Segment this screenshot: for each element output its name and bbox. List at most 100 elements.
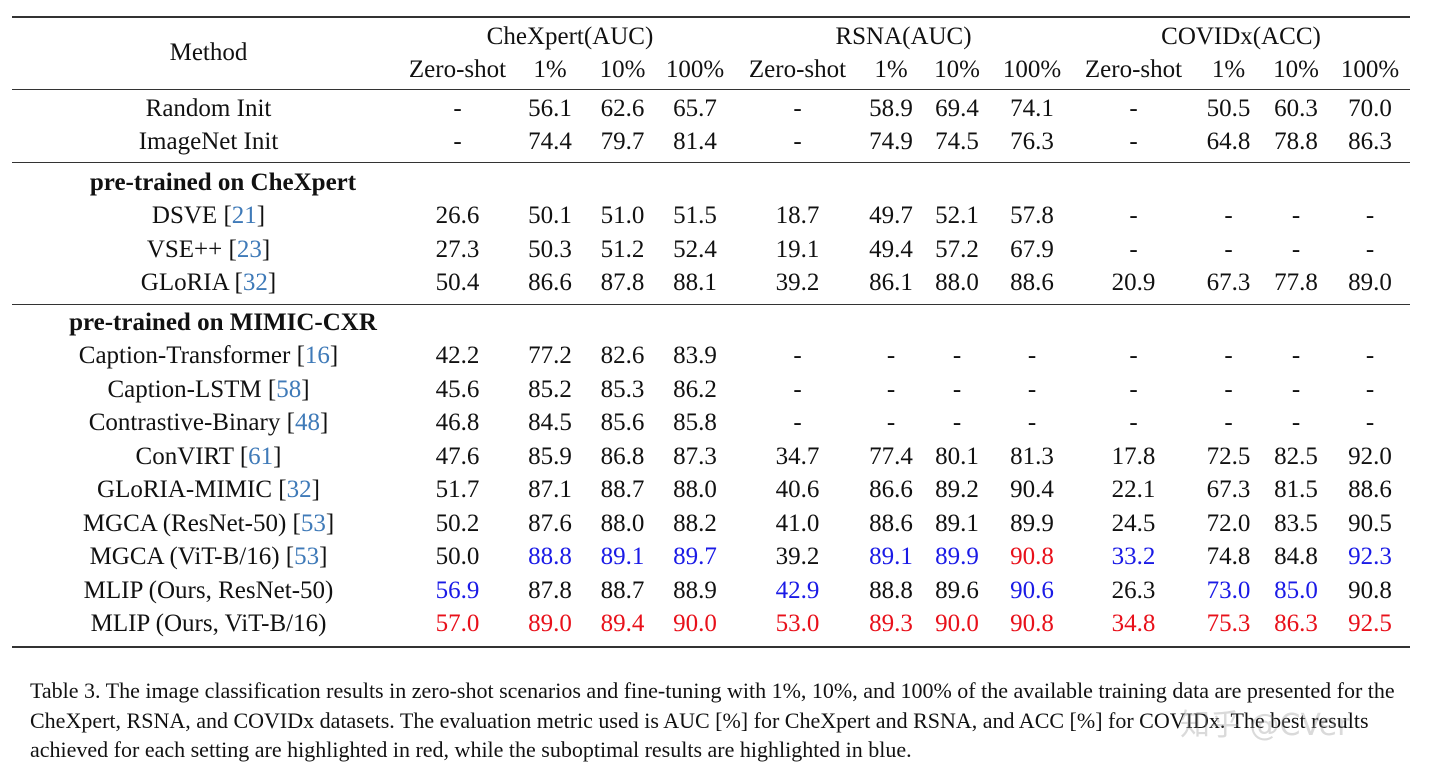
table-cell: 87.1 — [528, 476, 572, 504]
subheader: Zero-shot — [748, 55, 847, 83]
table-cell: - — [1129, 235, 1138, 263]
citation-link[interactable]: 32 — [242, 269, 268, 297]
table-cell: 87.8 — [600, 269, 645, 297]
table-cell: 46.8 — [435, 409, 480, 437]
table-cell: 56.1 — [528, 94, 572, 122]
table-cell: 87.6 — [528, 509, 572, 537]
table-cell: - — [1365, 342, 1375, 370]
table-cell: 89.7 — [673, 543, 717, 571]
method-name: VSE++ [23] — [146, 235, 271, 263]
table-cell: 80.1 — [935, 442, 979, 470]
table-cell: 90.5 — [1348, 509, 1392, 537]
citation-link[interactable]: 32 — [286, 476, 312, 504]
table-cell: 89.2 — [935, 476, 979, 504]
subheader: 1% — [533, 55, 567, 83]
table-row: MLIP (Ours, ViT-B/16) 57.0 89.0 89.4 90.0 53.… — [12, 608, 1410, 642]
table-cell: 85.0 — [1274, 576, 1318, 604]
table-cell: 89.1 — [869, 543, 913, 571]
table-cell: 88.6 — [1348, 476, 1392, 504]
citation-link[interactable]: 48 — [294, 409, 320, 437]
table-cell: - — [793, 342, 802, 370]
table-cell: 86.8 — [600, 442, 645, 470]
table-cell: 50.2 — [435, 509, 480, 537]
table-cell: 77.8 — [1274, 269, 1318, 297]
citation-link[interactable]: 53 — [294, 543, 320, 571]
table-cell: 26.6 — [435, 202, 480, 230]
table-cell: 87.8 — [528, 576, 572, 604]
table-cell: - — [1365, 235, 1375, 263]
top-rule — [12, 16, 1410, 18]
table-cell: 88.7 — [600, 476, 645, 504]
table-cell: 69.4 — [935, 94, 979, 122]
table-cell: 86.3 — [1274, 610, 1318, 638]
table-cell: 50.3 — [528, 235, 572, 263]
bottom-rule — [12, 646, 1410, 648]
table-cell: 88.8 — [869, 576, 913, 604]
table-cell: - — [1027, 409, 1037, 437]
citation-link[interactable]: 21 — [231, 202, 257, 230]
table-cell: 57.2 — [935, 235, 979, 263]
table-row: GLoRIA [32] 50.4 86.6 87.8 88.1 39.2 86.1 88.0 8… — [12, 267, 1410, 301]
table-cell: 82.5 — [1274, 442, 1318, 470]
method-name: Caption-LSTM [58] — [107, 375, 310, 403]
table-cell: - — [952, 375, 962, 403]
table-cell: 53.0 — [775, 610, 820, 638]
subheader: 1% — [1211, 55, 1246, 83]
table-cell: 72.5 — [1206, 442, 1251, 470]
method-name: ImageNet Init — [12, 128, 405, 156]
table-cell: 85.8 — [673, 409, 717, 437]
subheader: 100% — [665, 55, 725, 83]
table-cell: 90.0 — [935, 610, 979, 638]
method-name: GLoRIA [32] — [140, 269, 277, 297]
table-cell: 86.1 — [869, 269, 913, 297]
table-cell: 89.1 — [935, 509, 979, 537]
table-cell: - — [1291, 409, 1301, 437]
table-cell: 65.7 — [673, 94, 717, 122]
table-cell: 47.6 — [435, 442, 480, 470]
table-cell: 90.0 — [673, 610, 717, 638]
table-cell: 88.6 — [1010, 269, 1054, 297]
header-rule — [12, 89, 1410, 90]
table-cell: 89.1 — [600, 543, 645, 571]
citation-link[interactable]: 23 — [236, 235, 262, 263]
method-label: Contrastive-Binary — [88, 409, 287, 437]
citation-link[interactable]: 61 — [248, 442, 274, 470]
table-cell: 88.0 — [673, 476, 717, 504]
table-cell: 51.7 — [435, 476, 480, 504]
table-row: Caption-Transformer [16] 42.2 77.2 82.6 83.9… — [12, 340, 1410, 374]
table-cell: - — [1129, 342, 1138, 370]
table-cell: - — [1129, 409, 1138, 437]
table-cell: 90.8 — [1010, 543, 1054, 571]
table-cell: - — [1365, 375, 1375, 403]
table-cell: 42.2 — [435, 342, 480, 370]
table-cell: 50.0 — [435, 543, 480, 571]
table-cell: 88.7 — [600, 576, 645, 604]
table-cell: 88.6 — [869, 509, 913, 537]
table-row: VSE++ [23] 27.3 50.3 51.2 52.4 19.1 49.4 57.2 67… — [12, 233, 1410, 267]
table-cell: 33.2 — [1111, 543, 1156, 571]
table-row: ConVIRT [61] 47.6 85.9 86.8 87.3 34.7 77.4 80.1… — [12, 440, 1410, 474]
method-label: MLIP (Ours, ViT-B/16) — [90, 610, 327, 638]
table-cell: - — [453, 94, 462, 122]
table-row: Caption-LSTM [58] 45.6 85.2 85.3 86.2 - - - - - - -… — [12, 373, 1410, 407]
table-cell: 76.3 — [1010, 128, 1054, 156]
table-cell: 81.3 — [1010, 442, 1054, 470]
results-table: Method CheXpert(AUC) RSNA(AUC) COVIDx(AC… — [12, 16, 1410, 648]
table-cell: 89.4 — [600, 610, 645, 638]
method-name: GLoRIA-MIMIC [32] — [97, 476, 320, 504]
table-cell: - — [1365, 409, 1375, 437]
table-cell: 51.2 — [600, 235, 645, 263]
citation-link[interactable]: 58 — [276, 375, 302, 403]
table-row: MGCA (ViT-B/16) [53] 50.0 88.8 89.1 89.7 39.2… — [12, 541, 1410, 575]
table-cell: 86.2 — [673, 375, 717, 403]
table-cell: 67.9 — [1010, 235, 1054, 263]
citation-link[interactable]: 53 — [300, 509, 326, 537]
citation-link[interactable]: 16 — [304, 342, 330, 370]
table-cell: - — [1027, 342, 1037, 370]
table-cell: 90.4 — [1010, 476, 1054, 504]
table-cell: - — [1224, 342, 1233, 370]
table-cell: 74.1 — [1010, 94, 1054, 122]
method-label: Random Init — [145, 94, 272, 122]
table-cell: 92.3 — [1348, 543, 1392, 571]
table-cell: 90.8 — [1348, 576, 1392, 604]
